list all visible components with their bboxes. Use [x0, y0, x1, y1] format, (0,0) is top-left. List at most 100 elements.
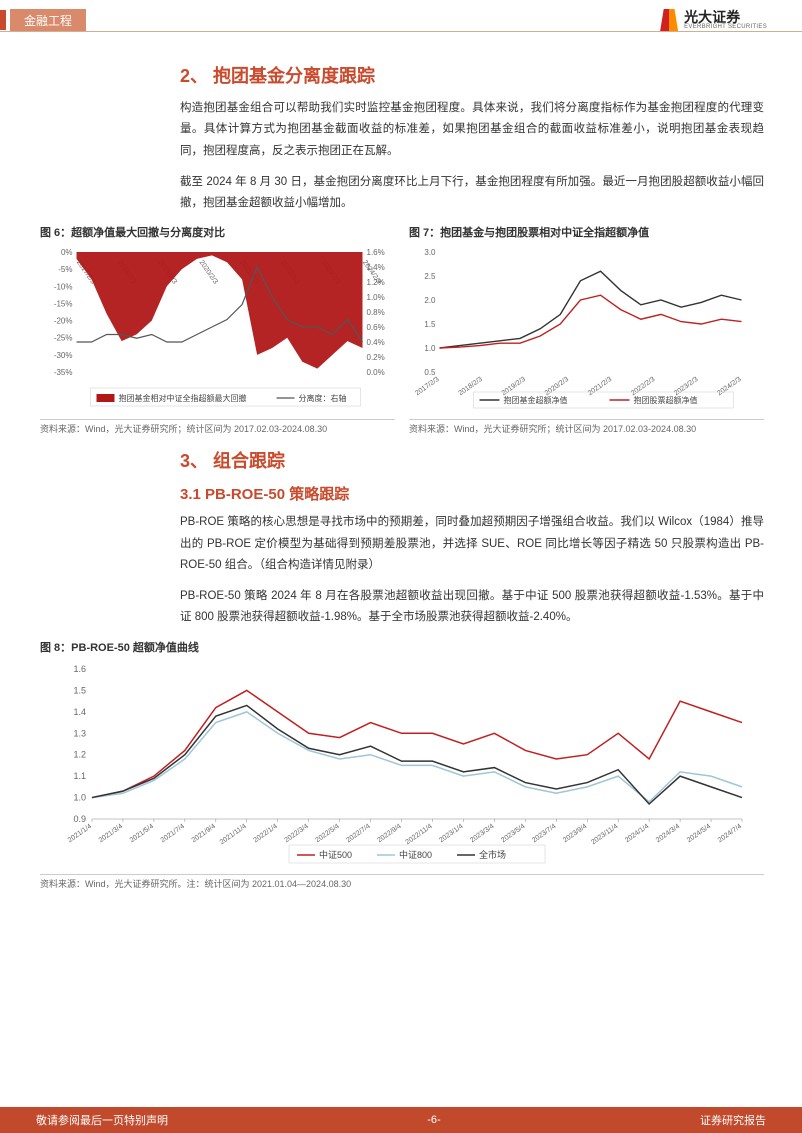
- svg-text:0.2%: 0.2%: [367, 353, 385, 362]
- svg-text:2022/11/4: 2022/11/4: [405, 823, 434, 846]
- svg-text:1.5: 1.5: [424, 320, 436, 329]
- footer-page-number: -6-: [427, 1114, 440, 1126]
- svg-text:-30%: -30%: [54, 351, 73, 360]
- svg-text:1.1: 1.1: [73, 771, 86, 781]
- page-header: 金融工程 光大证券 EVERBRIGHT SECURITIES: [0, 0, 802, 40]
- logo-icon: [660, 9, 678, 31]
- svg-text:2020/2/3: 2020/2/3: [197, 259, 218, 285]
- svg-text:1.6: 1.6: [73, 664, 86, 674]
- chart-6-source: 资料来源：Wind，光大证券研究所；统计区间为 2017.02.03-2024.…: [40, 419, 395, 435]
- svg-text:2023/3/4: 2023/3/4: [469, 823, 495, 844]
- svg-text:抱团基金相对中证全指超额最大回撤: 抱团基金相对中证全指超额最大回撤: [119, 393, 247, 403]
- svg-text:2019/2/3: 2019/2/3: [501, 376, 527, 397]
- svg-text:2023/9/4: 2023/9/4: [562, 823, 588, 844]
- chart-7-source: 资料来源：Wind，光大证券研究所；统计区间为 2017.02.03-2024.…: [409, 419, 764, 435]
- section-3-para-1: PB-ROE 策略的核心思想是寻找市场中的预期差，同时叠加超预期因子增强组合收益…: [180, 512, 764, 576]
- chart-7-title: 图 7：抱团基金与抱团股票相对中证全指超额净值: [409, 224, 764, 240]
- section-3-para-2: PB-ROE-50 策略 2024 年 8 月在各股票池超额收益出现回撤。基于中…: [180, 586, 764, 629]
- chart-8-svg: 0.9 1.0 1.1 1.2 1.3 1.4 1.5 1.6 2021/1/42021/3/4…: [40, 659, 764, 869]
- section-3-1-title: 3.1 PB-ROE-50 策略跟踪: [180, 483, 764, 504]
- svg-text:2020/2/3: 2020/2/3: [544, 376, 570, 397]
- svg-text:2023/2/3: 2023/2/3: [673, 376, 699, 397]
- svg-text:1.0: 1.0: [424, 344, 436, 353]
- svg-text:2018/2/3: 2018/2/3: [457, 376, 483, 397]
- chart-7-box: 图 7：抱团基金与抱团股票相对中证全指超额净值 0.5 1.0 1.5 2.0 2.5 3…: [409, 224, 764, 435]
- svg-text:2022/3/4: 2022/3/4: [283, 823, 309, 844]
- svg-text:2022/2/3: 2022/2/3: [630, 376, 656, 397]
- svg-text:-5%: -5%: [58, 265, 72, 274]
- header-category: 金融工程: [10, 9, 86, 32]
- svg-text:-10%: -10%: [54, 283, 73, 292]
- svg-text:1.0%: 1.0%: [367, 293, 385, 302]
- logo-text-cn: 光大证券: [684, 10, 767, 24]
- svg-text:0%: 0%: [61, 248, 73, 257]
- svg-text:2021/3/4: 2021/3/4: [98, 823, 124, 844]
- svg-text:2021/9/4: 2021/9/4: [191, 823, 217, 844]
- section-3-title: 3、 组合跟踪: [180, 447, 764, 473]
- svg-text:2022/9/4: 2022/9/4: [376, 823, 402, 844]
- svg-text:1.3: 1.3: [73, 728, 86, 738]
- svg-text:2024/2/3: 2024/2/3: [716, 376, 742, 397]
- section-2-title: 2、 抱团基金分离度跟踪: [180, 62, 764, 88]
- svg-text:0.6%: 0.6%: [367, 323, 385, 332]
- section-2-para-1: 构造抱团基金组合可以帮助我们实时监控基金抱团程度。具体来说，我们将分离度指标作为…: [180, 98, 764, 162]
- svg-text:抱团股票超额净值: 抱团股票超额净值: [634, 395, 698, 405]
- svg-text:中证500: 中证500: [319, 849, 352, 860]
- svg-text:2024/5/4: 2024/5/4: [686, 823, 712, 844]
- svg-text:0.4%: 0.4%: [367, 338, 385, 347]
- svg-text:抱团基金超额净值: 抱团基金超额净值: [504, 395, 568, 405]
- chart-8-box: 图 8：PB-ROE-50 超额净值曲线 0.9 1.0 1.1 1.2 1.3 1.4 1…: [40, 639, 764, 890]
- chart-6-title: 图 6：超额净值最大回撤与分离度对比: [40, 224, 395, 240]
- footer-left: 敬请参阅最后一页特别声明: [36, 1112, 168, 1128]
- svg-text:2021/5/4: 2021/5/4: [129, 823, 155, 844]
- header-left: 金融工程: [0, 9, 86, 32]
- svg-text:1.6%: 1.6%: [367, 248, 385, 257]
- svg-text:2021/2/3: 2021/2/3: [587, 376, 613, 397]
- chart-6-box: 图 6：超额净值最大回撤与分离度对比 -35%-30%-25%-20%-15%-…: [40, 224, 395, 435]
- chart-7-svg: 0.5 1.0 1.5 2.0 2.5 3.0 2017/2/3 2018/2/3 2019/2…: [409, 244, 764, 414]
- svg-text:2023/7/4: 2023/7/4: [531, 823, 557, 844]
- svg-text:2022/7/4: 2022/7/4: [345, 823, 371, 844]
- chart-8-source: 资料来源：Wind，光大证券研究所。注：统计区间为 2021.01.04—202…: [40, 874, 764, 890]
- svg-text:2021/1/4: 2021/1/4: [67, 823, 93, 844]
- chart-row-6-7: 图 6：超额净值最大回撤与分离度对比 -35%-30%-25%-20%-15%-…: [40, 224, 764, 435]
- svg-text:3.0: 3.0: [424, 248, 436, 257]
- svg-text:2023/1/4: 2023/1/4: [438, 823, 464, 844]
- svg-text:全市场: 全市场: [479, 849, 506, 860]
- svg-text:1.0: 1.0: [73, 792, 86, 802]
- section-2-para-2: 截至 2024 年 8 月 30 日，基金抱团分离度环比上月下行，基金抱团程度有…: [180, 172, 764, 215]
- svg-text:0.9: 0.9: [73, 814, 86, 824]
- svg-text:2022/5/4: 2022/5/4: [314, 823, 340, 844]
- header-rule: [0, 31, 802, 32]
- svg-text:2.5: 2.5: [424, 272, 436, 281]
- svg-text:2.0: 2.0: [424, 296, 436, 305]
- svg-text:中证800: 中证800: [399, 849, 432, 860]
- svg-text:-35%: -35%: [54, 368, 73, 377]
- header-accent: [0, 10, 6, 30]
- logo-text-en: EVERBRIGHT SECURITIES: [684, 24, 767, 30]
- chart-8-title: 图 8：PB-ROE-50 超额净值曲线: [40, 639, 764, 655]
- svg-text:1.2: 1.2: [73, 749, 86, 759]
- page-footer: 敬请参阅最后一页特别声明 -6- 证券研究报告: [0, 1107, 802, 1133]
- footer-right: 证券研究报告: [700, 1112, 766, 1128]
- svg-text:2024/7/4: 2024/7/4: [717, 823, 743, 844]
- chart-6-svg: -35% -30% -25% -20% -15% -10% -5% 0% 0.0% 0.2% 0.4…: [40, 244, 395, 414]
- svg-text:2017/2/3: 2017/2/3: [414, 376, 440, 397]
- svg-text:-20%: -20%: [54, 317, 73, 326]
- svg-text:0.0%: 0.0%: [367, 368, 385, 377]
- svg-text:2023/11/4: 2023/11/4: [590, 823, 619, 846]
- svg-text:2021/11/4: 2021/11/4: [219, 823, 248, 846]
- svg-text:2023/5/4: 2023/5/4: [500, 823, 526, 844]
- svg-text:2024/1/4: 2024/1/4: [624, 823, 650, 844]
- svg-text:-15%: -15%: [54, 300, 73, 309]
- svg-text:-25%: -25%: [54, 334, 73, 343]
- svg-text:1.4: 1.4: [73, 707, 86, 717]
- svg-text:2024/3/4: 2024/3/4: [655, 823, 681, 844]
- svg-text:2021/7/4: 2021/7/4: [160, 823, 186, 844]
- svg-text:1.5: 1.5: [73, 685, 86, 695]
- brand-logo: 光大证券 EVERBRIGHT SECURITIES: [660, 9, 767, 31]
- svg-text:2022/1/4: 2022/1/4: [253, 823, 279, 844]
- svg-text:0.8%: 0.8%: [367, 308, 385, 317]
- svg-text:分离度：右轴: 分离度：右轴: [299, 393, 347, 403]
- svg-text:0.5: 0.5: [424, 368, 436, 377]
